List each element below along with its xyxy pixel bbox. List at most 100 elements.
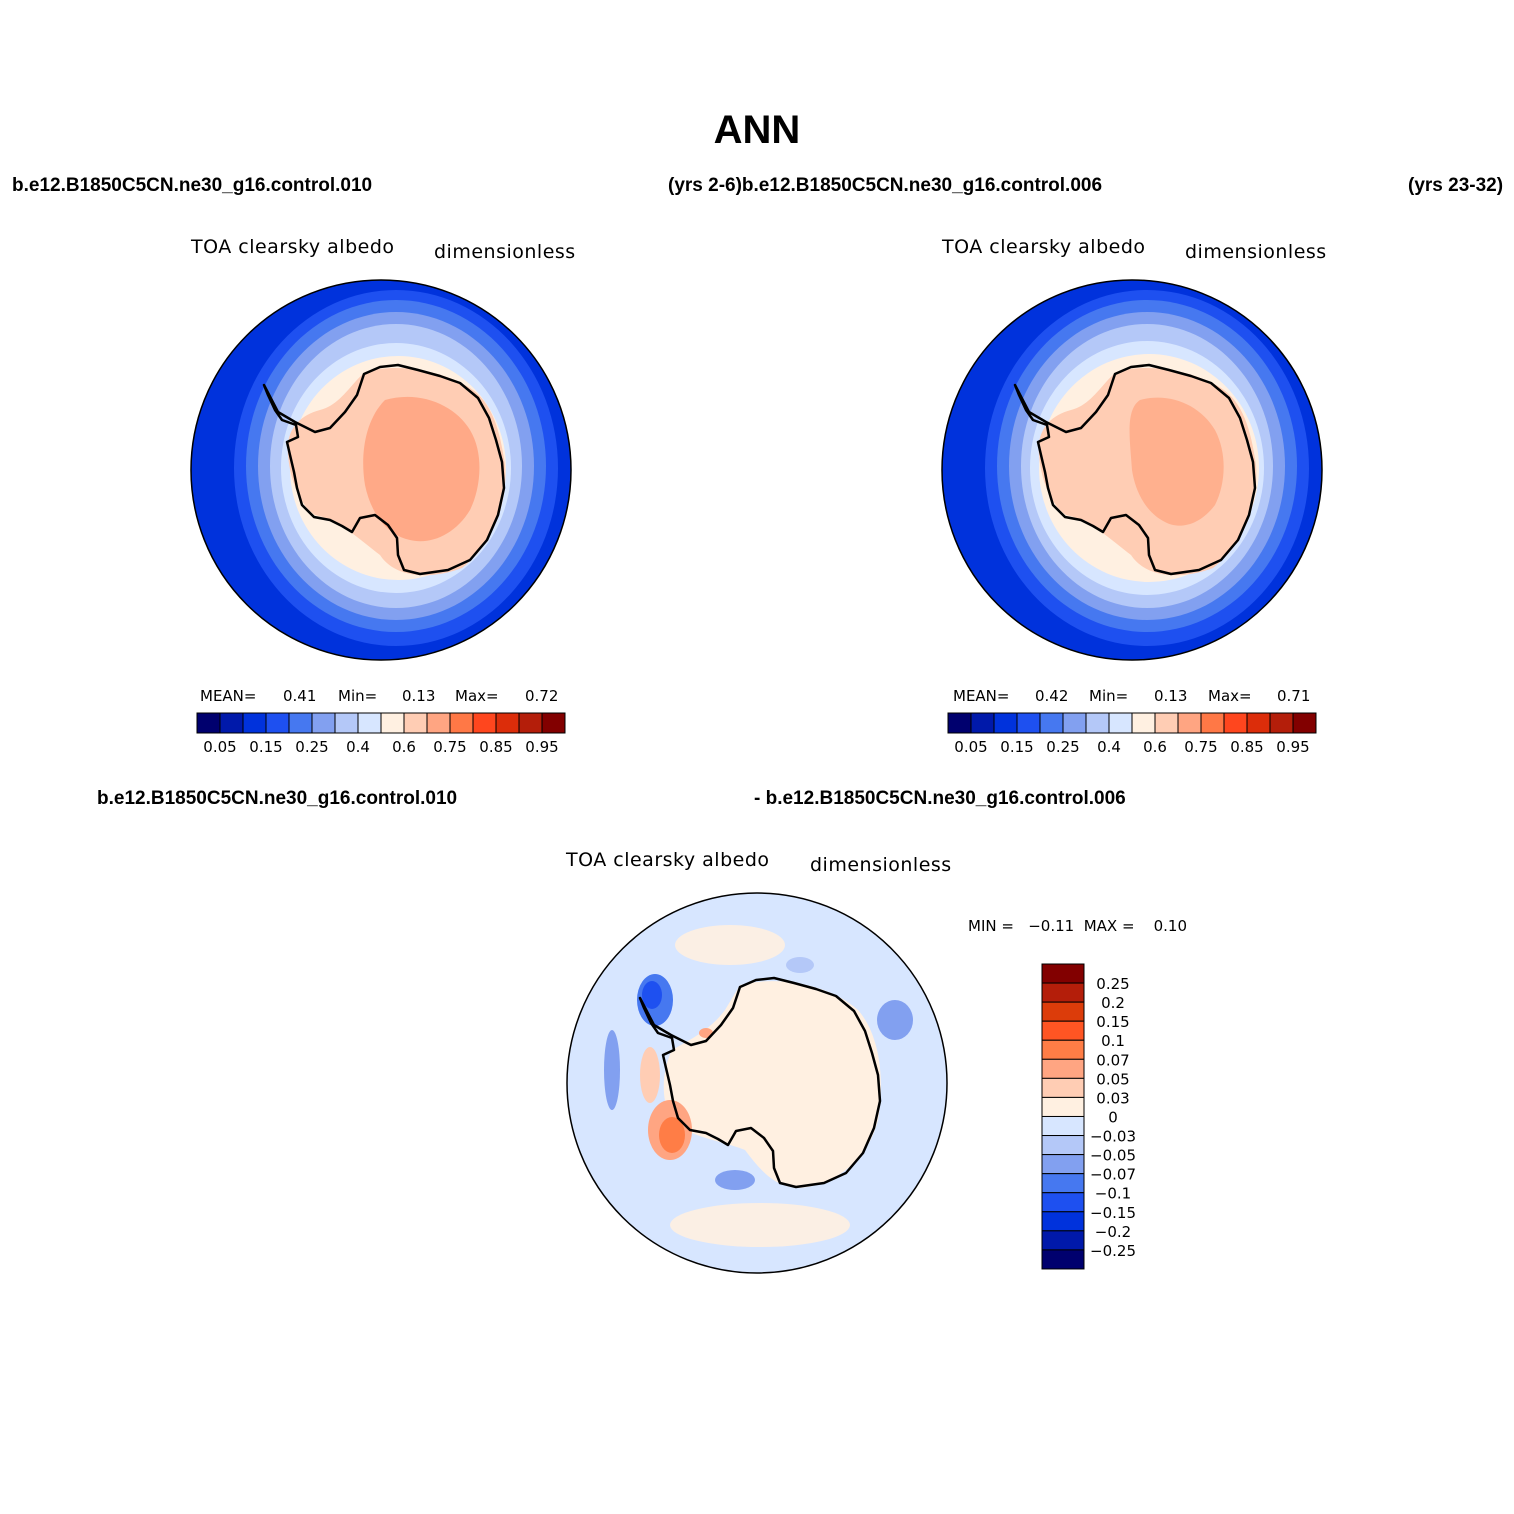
panel1-variable: TOA clearsky albedo (191, 236, 395, 258)
panel1-mean-label: MEAN= (200, 687, 257, 705)
colorbar3-tick-label: 0 (1108, 1108, 1118, 1126)
panel2-max-label: Max= (1208, 687, 1252, 705)
colorbar3-tick-label: −0.25 (1090, 1242, 1136, 1260)
colorbar3-swatch (1041, 1001, 1085, 1022)
colorbar2-swatch (1062, 712, 1087, 734)
panel2-max-value: 0.71 (1277, 687, 1311, 705)
colorbar3-swatch (1041, 1039, 1085, 1060)
colorbar1-swatch (449, 712, 474, 734)
colorbar3-tick-label: −0.1 (1095, 1185, 1131, 1203)
figure-title: ANN (713, 108, 801, 152)
colorbar2-swatch (1085, 712, 1110, 734)
colorbar1-tick-label: 0.15 (249, 738, 282, 756)
colorbar2-tick-label: 0.4 (1097, 738, 1121, 756)
colorbar2-tick-label: 0.6 (1143, 738, 1167, 756)
colorbar3-swatch (1041, 982, 1085, 1003)
panel2-mean-value: 0.42 (1035, 687, 1069, 705)
colorbar-panel1: 0.05 0.15 0.25 0.4 0.6 0.75 0.85 0.95 (196, 712, 566, 756)
colorbar1-swatch (495, 712, 520, 734)
colorbar2-swatch (1292, 712, 1317, 734)
diff-case-right: - b.e12.B1850C5CN.ne30_g16.control.006 (754, 788, 1126, 809)
panel2-min-value: 0.13 (1154, 687, 1188, 705)
colorbar2-tick-label: 0.25 (1046, 738, 1079, 756)
colorbar3-swatch (1041, 1154, 1085, 1175)
colorbar1-swatch (219, 712, 244, 734)
panel3-map (566, 892, 948, 1274)
colorbar2-swatch (993, 712, 1018, 734)
panel3-units: dimensionless (810, 854, 952, 876)
colorbar3-tick-label: −0.2 (1095, 1223, 1131, 1241)
colorbar2-swatch (1200, 712, 1225, 734)
colorbar2-swatch (1108, 712, 1133, 734)
colorbar1-swatch (426, 712, 451, 734)
colorbar3-tick-label: −0.05 (1090, 1147, 1136, 1165)
colorbar3-tick-label: 0.07 (1096, 1051, 1129, 1069)
colorbar1-swatch (334, 712, 359, 734)
case-name-left: b.e12.B1850C5CN.ne30_g16.control.010 (12, 175, 373, 196)
panel1-map (190, 279, 572, 661)
case-name-right: (yrs 23-32) (1408, 175, 1504, 196)
colorbar1-tick-label: 0.25 (295, 738, 328, 756)
colorbar1-tick-label: 0.75 (433, 738, 466, 756)
panel2-mean-label: MEAN= (953, 687, 1010, 705)
colorbar2-swatch (1154, 712, 1179, 734)
colorbar1-tick-label: 0.05 (203, 738, 236, 756)
colorbar1-swatch (242, 712, 267, 734)
colorbar1-swatch (288, 712, 313, 734)
colorbar2-swatch (1039, 712, 1064, 734)
panel1-min-value: 0.13 (402, 687, 436, 705)
panel2-units: dimensionless (1185, 241, 1327, 263)
colorbar1-swatch (518, 712, 543, 734)
colorbar3-swatch (1041, 963, 1085, 984)
colorbar1-swatch (311, 712, 336, 734)
colorbar1-swatch (380, 712, 405, 734)
colorbar2-tick-label: 0.05 (954, 738, 987, 756)
colorbar3-swatch (1041, 1020, 1085, 1041)
colorbar1-swatch (403, 712, 428, 734)
colorbar3-tick-label: −0.15 (1090, 1204, 1136, 1222)
panel2-min-label: Min= (1089, 687, 1129, 705)
colorbar3-swatch (1041, 1077, 1085, 1098)
colorbar3-tick-label: −0.03 (1090, 1128, 1136, 1146)
panel1-units: dimensionless (434, 241, 576, 263)
colorbar1-tick-label: 0.6 (392, 738, 416, 756)
panel3-minmax: MIN = −0.11 MAX = 0.10 (968, 917, 1188, 935)
colorbar3-tick-label: 0.05 (1096, 1070, 1129, 1088)
colorbar3-tick-label: 0.25 (1096, 975, 1129, 993)
colorbar3-swatch (1041, 1173, 1085, 1194)
colorbar2-swatch (1016, 712, 1041, 734)
colorbar3-swatch (1041, 1135, 1085, 1156)
colorbar2-swatch (1177, 712, 1202, 734)
colorbar1-swatch (357, 712, 382, 734)
colorbar3-swatch (1041, 1230, 1085, 1251)
colorbar3-swatch (1041, 1115, 1085, 1137)
colorbar2-swatch (970, 712, 995, 734)
colorbar3-swatch (1041, 1211, 1085, 1232)
colorbar3-tick-label: −0.07 (1090, 1166, 1136, 1184)
colorbar3-swatch (1041, 1192, 1085, 1213)
colorbar2-swatch (1223, 712, 1248, 734)
colorbar2-swatch (1131, 712, 1156, 734)
colorbar3-swatch (1041, 1058, 1085, 1079)
colorbar2-tick-label: 0.15 (1000, 738, 1033, 756)
case-name-middle: (yrs 2-6)b.e12.B1850C5CN.ne30_g16.contro… (668, 175, 1103, 196)
colorbar2-swatch (1269, 712, 1294, 734)
panel1-mean-value: 0.41 (283, 687, 317, 705)
panel1-max-label: Max= (455, 687, 499, 705)
colorbar1-tick-label: 0.4 (346, 738, 370, 756)
colorbar1-tick-label: 0.85 (479, 738, 512, 756)
colorbar3-tick-label: 0.15 (1096, 1013, 1129, 1031)
diff-case-left: b.e12.B1850C5CN.ne30_g16.control.010 (97, 788, 458, 809)
colorbar1-swatch (472, 712, 497, 734)
colorbar3-tick-label: 0.03 (1096, 1089, 1129, 1107)
colorbar3-tick-label: 0.2 (1101, 994, 1125, 1012)
panel2-variable: TOA clearsky albedo (942, 236, 1146, 258)
colorbar2-swatch (947, 712, 972, 734)
colorbar2-swatch (1246, 712, 1271, 734)
panel1-min-label: Min= (338, 687, 378, 705)
colorbar2-tick-label: 0.75 (1184, 738, 1217, 756)
colorbar1-tick-label: 0.95 (525, 738, 558, 756)
panel3-variable: TOA clearsky albedo (566, 849, 770, 871)
panel1-max-value: 0.72 (525, 687, 559, 705)
